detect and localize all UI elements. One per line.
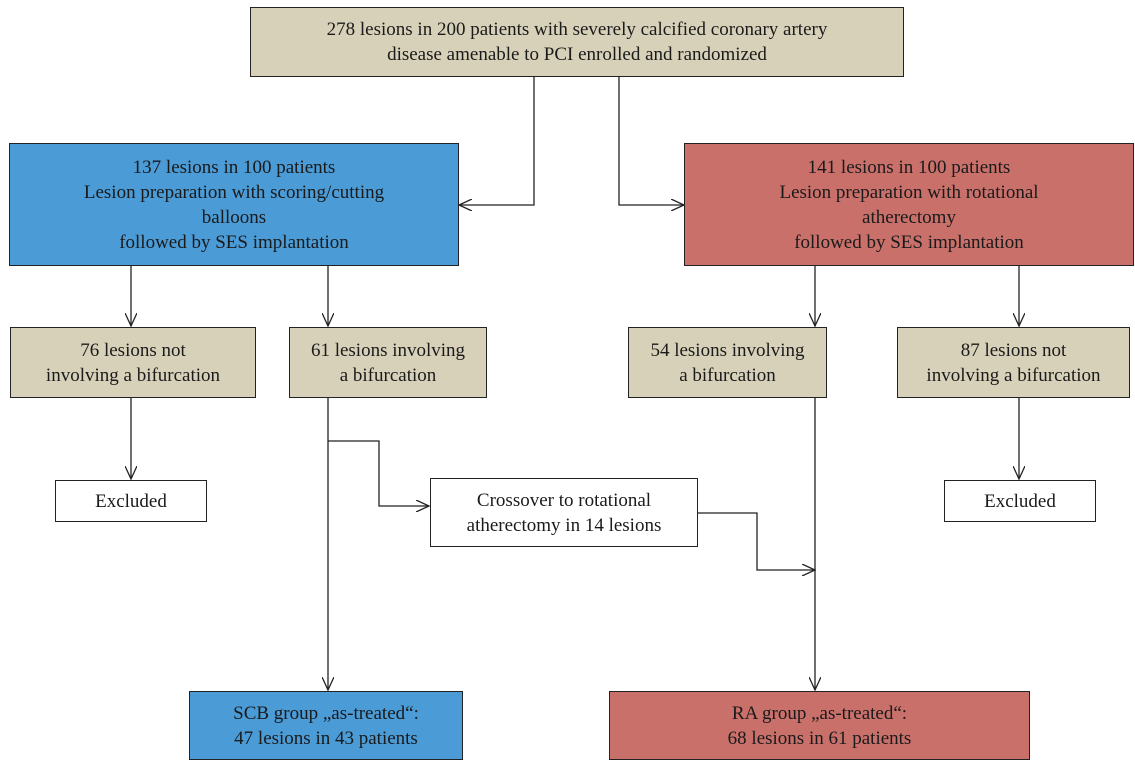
ra-arm-line-3: atherectomy	[862, 206, 956, 228]
crossover-box: Crossover to rotational atherectomy in 1…	[430, 478, 698, 547]
ra-arm-line-1: 141 lesions in 100 patients	[807, 156, 1011, 178]
scb-arm-line-2: Lesion preparation with scoring/cutting	[83, 181, 385, 203]
ra-non-bifurcation-line-1: 87 lesions not	[960, 339, 1067, 361]
scb-non-bifurcation-line-1: 76 lesions not	[80, 339, 186, 361]
arrow-to-crossover	[328, 440, 429, 506]
ra-bifurcation-line-2: a bifurcation	[679, 364, 776, 386]
ra-excluded-label: Excluded	[984, 490, 1056, 512]
enrollment-box: 278 lesions in 200 patients with severel…	[250, 7, 904, 77]
scb-non-bifurcation-box: 76 lesions not involving a bifurcation	[10, 327, 256, 398]
ra-bifurcation-box: 54 lesions involving a bifurcation	[628, 327, 827, 398]
ra-as-treated-line-1: RA group „as-treated“:	[731, 702, 908, 724]
ra-arm-box: 141 lesions in 100 patients Lesion prepa…	[684, 143, 1134, 266]
arrow-enroll-to-scb	[459, 77, 535, 205]
ra-non-bifurcation-line-2: involving a bifurcation	[926, 364, 1101, 386]
ra-as-treated-line-2: 68 lesions in 61 patients	[727, 727, 912, 749]
ra-arm-line-2: Lesion preparation with rotational	[779, 181, 1039, 203]
enrollment-line-2: disease amenable to PCI enrolled and ran…	[387, 44, 767, 65]
scb-arm-line-3: balloons	[201, 206, 267, 228]
scb-as-treated-box: SCB group „as-treated“: 47 lesions in 43…	[189, 691, 463, 760]
arrow-crossover-to-ra	[698, 512, 815, 570]
scb-arm-line-4: followed by SES implantation	[119, 231, 349, 253]
ra-as-treated-box: RA group „as-treated“: 68 lesions in 61 …	[609, 691, 1030, 760]
scb-as-treated-line-1: SCB group „as-treated“:	[233, 702, 419, 724]
ra-excluded-box: Excluded	[944, 480, 1096, 522]
scb-as-treated-line-2: 47 lesions in 43 patients	[234, 727, 418, 749]
ra-bifurcation-line-1: 54 lesions involving	[650, 339, 805, 361]
scb-non-bifurcation-line-2: involving a bifurcation	[45, 364, 221, 386]
scb-bifurcation-line-1: 61 lesions involving	[310, 339, 466, 361]
scb-excluded-label: Excluded	[95, 490, 167, 512]
ra-non-bifurcation-box: 87 lesions not involving a bifurcation	[897, 327, 1130, 398]
scb-bifurcation-line-2: a bifurcation	[339, 364, 437, 386]
scb-excluded-box: Excluded	[55, 480, 207, 522]
scb-arm-line-1: 137 lesions in 100 patients	[132, 156, 336, 178]
scb-arm-box: 137 lesions in 100 patients Lesion prepa…	[9, 143, 459, 266]
scb-bifurcation-box: 61 lesions involving a bifurcation	[289, 327, 487, 398]
enrollment-line-1: 278 lesions in 200 patients with severel…	[326, 19, 828, 40]
arrow-enroll-to-ra	[618, 77, 684, 205]
crossover-line-2: atherectomy in 14 lesions	[466, 514, 662, 536]
ra-arm-line-4: followed by SES implantation	[794, 231, 1024, 253]
crossover-line-1: Crossover to rotational	[476, 489, 652, 511]
